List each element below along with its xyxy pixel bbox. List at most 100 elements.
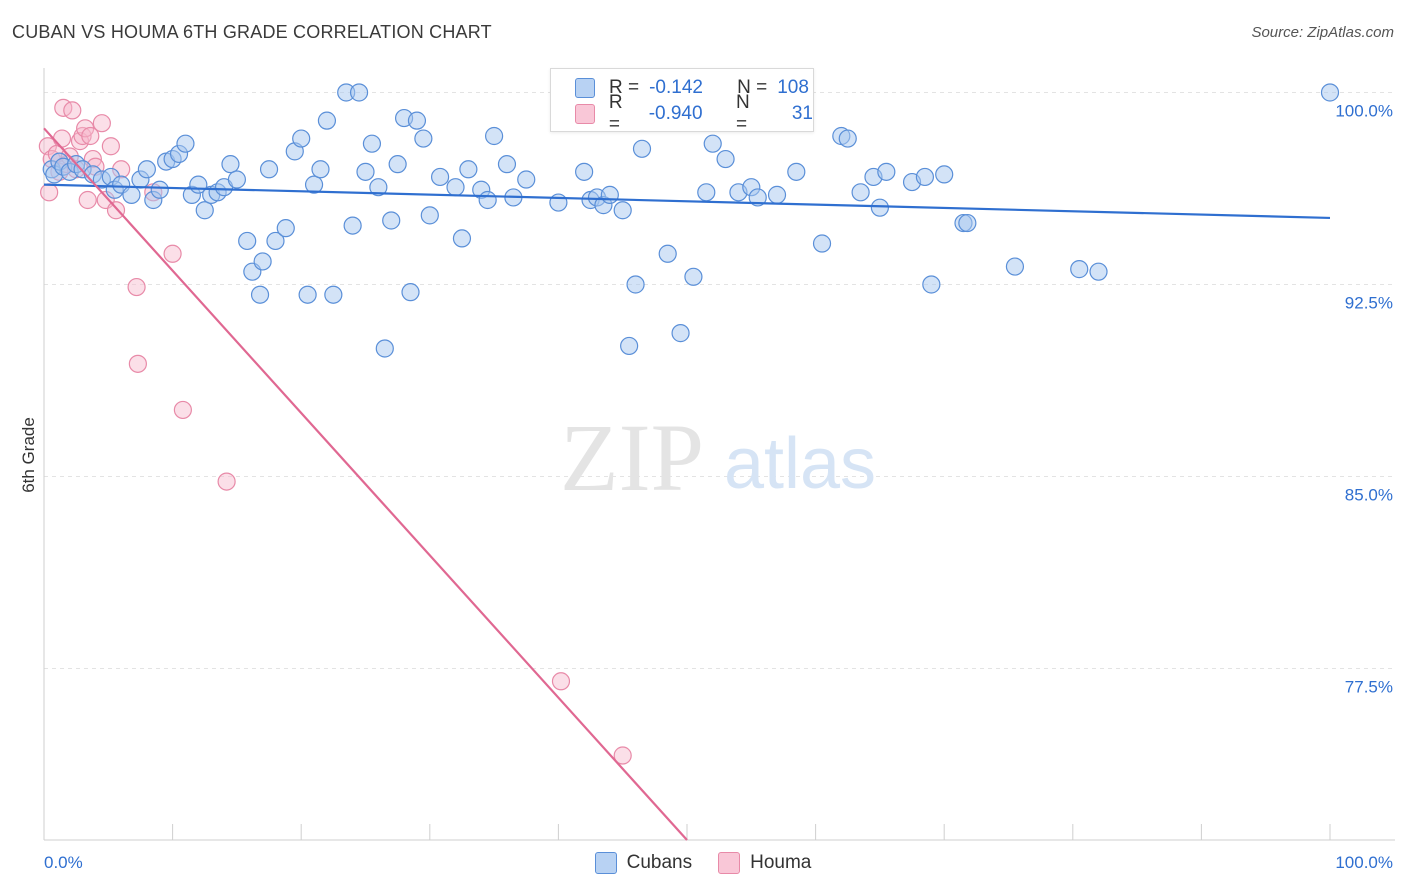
cuban-point — [1070, 260, 1089, 279]
y-tick-label: 100.0% — [1335, 101, 1393, 120]
cuban-point — [430, 167, 450, 187]
cubans-swatch — [575, 78, 595, 98]
cuban-point — [787, 162, 806, 181]
cuban-point — [375, 339, 394, 358]
cuban-point — [382, 211, 401, 230]
r-label: R = — [608, 92, 623, 135]
cuban-point — [748, 188, 767, 207]
r-value: -0.142 — [649, 77, 703, 98]
cuban-point — [343, 216, 362, 235]
cuban-point — [452, 229, 472, 248]
cuban-point — [922, 275, 941, 294]
cuban-point — [1005, 257, 1025, 276]
legend-row-cubans: R = -0.142 N = 108 — [575, 75, 809, 101]
cubans-legend-label: Cubans — [626, 852, 693, 873]
cuban-point — [349, 83, 369, 102]
houma-point — [613, 746, 632, 765]
stats-legend: R = -0.142 N = 108 R = -0.940 N = 31 — [550, 68, 814, 135]
trend-lines — [43, 127, 1331, 841]
cuban-point — [716, 149, 735, 169]
cuban-point — [137, 160, 156, 179]
cuban-point — [401, 283, 420, 302]
cuban-point — [517, 170, 536, 189]
cuban-point — [935, 165, 954, 184]
cuban-point — [915, 167, 935, 187]
cuban-point — [478, 190, 497, 210]
houma-point — [52, 129, 72, 148]
n-value: 108 — [777, 77, 809, 98]
cuban-point — [407, 111, 427, 130]
source-label: Source: ZipAtlas.com — [1251, 24, 1394, 41]
cuban-point — [851, 183, 870, 202]
chart-title: CUBAN VS HOUMA 6TH GRADE CORRELATION CHA… — [12, 22, 492, 42]
cuban-point — [420, 206, 439, 225]
cuban-point — [122, 185, 141, 204]
cuban-point — [575, 162, 594, 181]
axes — [43, 68, 1395, 841]
cuban-point — [697, 183, 716, 202]
cuban-point — [870, 198, 890, 217]
houma-point — [127, 277, 146, 297]
houma-point — [101, 137, 120, 156]
legend-item-houma: Houma — [718, 852, 811, 874]
cuban-point — [221, 155, 240, 174]
gridlines — [44, 91, 1395, 669]
cuban-point — [238, 231, 257, 251]
r-value: -0.940 — [648, 103, 703, 124]
cuban-point — [485, 126, 504, 146]
cuban-point — [671, 324, 690, 343]
cuban-point — [253, 252, 272, 271]
cuban-point — [388, 155, 407, 174]
series-legend: Cubans Houma — [0, 852, 1406, 874]
r-label: R = — [609, 77, 640, 98]
cuban-point — [877, 162, 896, 181]
houma-legend-swatch — [718, 852, 741, 874]
cuban-point — [684, 267, 703, 286]
houma-point — [128, 354, 147, 373]
y-tick-label: 77.5% — [1345, 677, 1393, 696]
cuban-point — [304, 175, 324, 194]
cuban-point — [369, 178, 388, 197]
cuban-point — [176, 134, 195, 153]
cuban-point — [150, 180, 169, 199]
houma-swatch — [575, 104, 595, 124]
x-tick-label: 0.0% — [44, 853, 83, 872]
watermark: ZIP atlas — [560, 404, 876, 511]
legend-row-houma: R = -0.940 N = 31 — [575, 92, 813, 135]
cuban-point — [600, 185, 619, 204]
cuban-point — [250, 285, 270, 304]
watermark-zip: ZIP — [560, 404, 704, 511]
x-tick-label: 100.0% — [1335, 853, 1393, 872]
cuban-points — [42, 83, 1340, 358]
houma-point — [63, 101, 82, 120]
houma-point — [173, 400, 192, 420]
houma-point — [106, 201, 126, 220]
cubans-legend-swatch — [594, 852, 617, 874]
houma-point — [551, 672, 571, 691]
cuban-point — [767, 185, 787, 204]
cuban-point — [1320, 83, 1340, 102]
cuban-point — [838, 129, 857, 148]
houma-point — [40, 183, 59, 202]
cuban-point — [259, 160, 279, 179]
cuban-point — [812, 234, 832, 253]
tick-labels: 77.5% 85.0% 92.5% 100.0% 0.0% 100.0% — [44, 101, 1393, 872]
cuban-point — [311, 160, 330, 179]
cuban-point — [356, 162, 375, 181]
houma-point — [92, 114, 111, 133]
houma-trend-line — [43, 127, 688, 841]
houma-point — [78, 190, 97, 210]
y-axis-label: 6th Grade — [19, 417, 38, 493]
n-label: N = — [736, 92, 750, 135]
cuban-point — [658, 244, 677, 263]
cuban-point — [324, 285, 343, 304]
cuban-point — [266, 231, 285, 251]
cuban-point — [549, 193, 568, 212]
legend-item-cubans: Cubans — [594, 852, 693, 874]
cuban-point — [958, 213, 977, 233]
cuban-point — [227, 170, 246, 189]
cuban-point — [613, 201, 632, 220]
cuban-point — [276, 219, 295, 238]
y-tick-label: 92.5% — [1345, 293, 1393, 312]
